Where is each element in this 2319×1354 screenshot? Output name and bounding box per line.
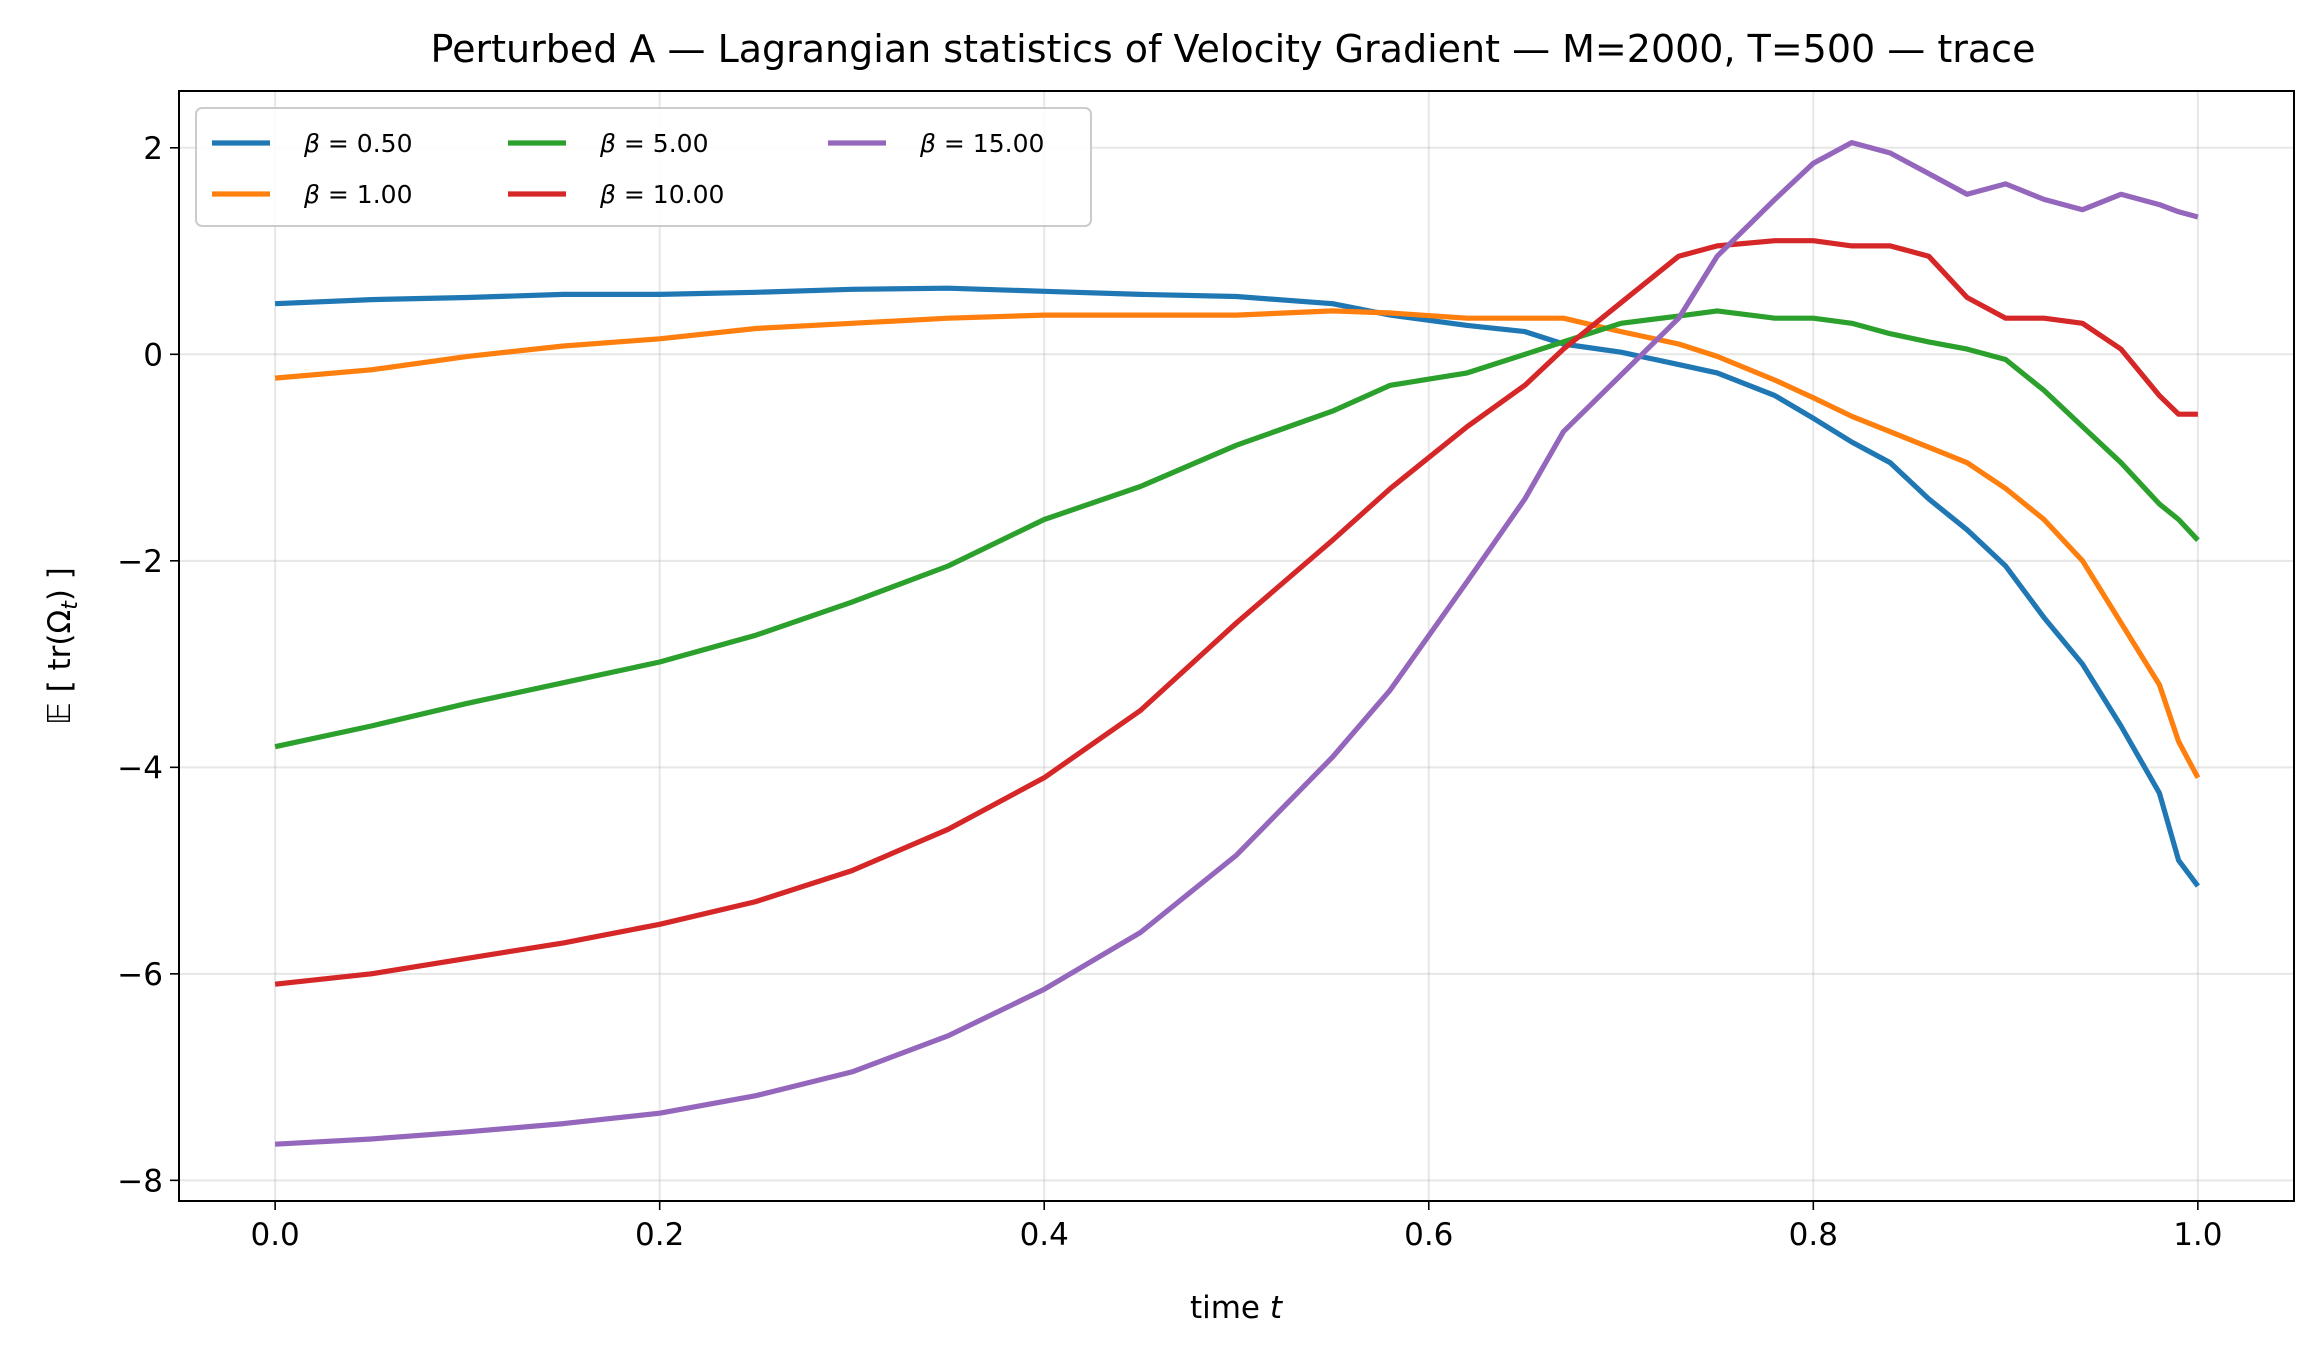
plot-frame [178,90,2295,1202]
y-tick-label: 2 [143,131,163,167]
x-tick-label: 1.0 [2173,1217,2222,1253]
legend: β = 0.50 β = 1.00 β = 5.00 β = 10.00 β = 15.… [195,107,1092,227]
x-tick-label: 0.8 [1789,1217,1838,1253]
x-tick-label: 0.6 [1404,1217,1453,1253]
series-line-4 [274,238,2198,987]
x-axis-ticks: 0.0 0.2 0.4 0.6 0.8 1.0 [250,1201,2223,1253]
y-tick-label: 0 [143,337,163,373]
y-tick-label: −2 [117,544,163,580]
y-axis-label: 𝔼 [ tr(Ωt) ] [42,567,83,725]
y-tick-label: −4 [117,750,163,786]
grid [179,91,2294,1201]
x-tick-label: 0.0 [250,1217,299,1253]
x-axis-label: time t [1190,1290,1284,1326]
legend-entry-label: β = 1.00 [303,180,412,209]
y-tick-label: −6 [117,957,163,993]
y-axis-ticks: −8 −6 −4 −2 0 2 [117,131,179,1199]
series-line-3 [274,308,2200,750]
series-line-1 [274,285,2200,888]
legend-entry-label: β = 0.50 [303,129,412,158]
legend-frame [195,107,1092,227]
legend-entry-label: β = 5.00 [599,129,708,158]
series-line-5 [274,140,2199,1147]
x-tick-label: 0.4 [1020,1217,1069,1253]
x-tick-label: 0.2 [635,1217,684,1253]
legend-entry-label: β = 15.00 [919,129,1044,158]
legend-entry-label: β = 10.00 [599,180,724,209]
series-lines [274,140,2201,1147]
y-tick-label: −8 [117,1163,163,1199]
chart-title: Perturbed A — Lagrangian statistics of V… [431,27,2036,71]
